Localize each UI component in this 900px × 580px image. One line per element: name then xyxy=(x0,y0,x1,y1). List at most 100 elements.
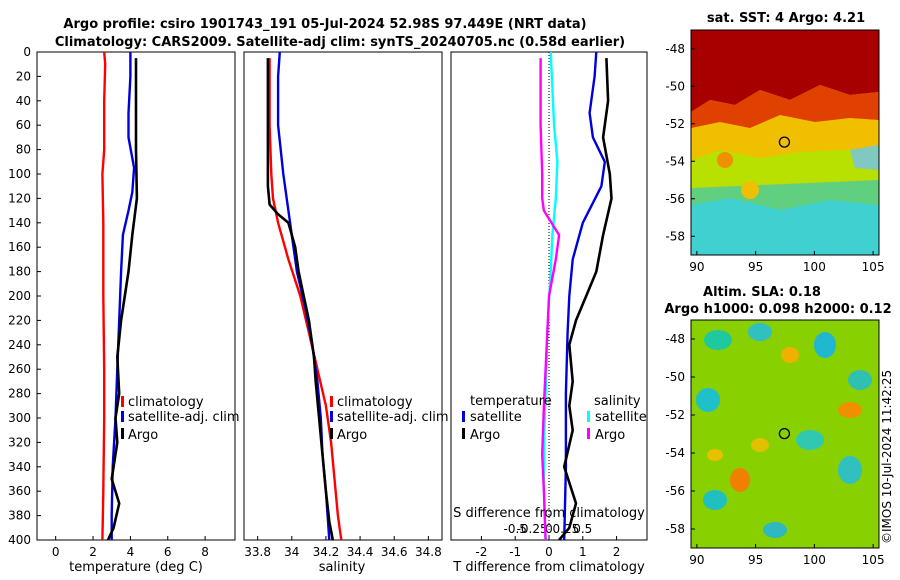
sla-low xyxy=(703,490,727,510)
depth-tick-label: 300 xyxy=(8,411,31,425)
sla-high xyxy=(751,438,769,452)
argo-location-marker xyxy=(778,136,791,148)
depth-tick-label: 120 xyxy=(8,191,31,205)
map-x-tick-label: 90 xyxy=(689,260,704,274)
x-tick-label: 34.6 xyxy=(381,545,408,559)
legend-argo: Argo xyxy=(337,428,367,443)
depth-tick-label: 60 xyxy=(16,118,31,132)
sla-low xyxy=(838,456,862,484)
map-x-tick-label: 90 xyxy=(689,553,704,567)
map-x-tick-label: 95 xyxy=(748,553,763,567)
sla-map-axes: 90 95 100 105 -48 -50 -52 -54 -56 -58 xyxy=(665,332,884,567)
sla-low xyxy=(848,370,872,390)
sla-low xyxy=(704,330,732,350)
sst-warm-eddy xyxy=(741,181,759,199)
s-difference-tick-label: 0.5 xyxy=(573,522,592,536)
map-x-tick-label: 105 xyxy=(862,553,885,567)
title-line-2: Climatology: CARS2009. Satellite-adj cli… xyxy=(55,35,625,50)
depth-tick-label: 360 xyxy=(8,484,31,498)
depth-tick-label: 280 xyxy=(8,387,31,401)
sla-low xyxy=(796,430,824,450)
depth-tick-label: 260 xyxy=(8,362,31,376)
series-line-argo xyxy=(106,58,139,541)
salinity-panel: 33.8 34 34.2 34.4 34.6 34.8 salinity climatol… xyxy=(243,51,449,575)
map-y-tick-label: -50 xyxy=(665,370,685,384)
legend-s-satellite: satellite xyxy=(595,410,647,425)
sst-band-cyan xyxy=(691,198,879,255)
x-tick-label: 34.4 xyxy=(347,545,374,559)
sst-band-darkred xyxy=(691,30,879,112)
legend-climatology: climatology xyxy=(337,395,413,410)
difference-lines xyxy=(539,51,613,541)
legend-swatch-t-satellite xyxy=(462,411,465,422)
x-tick-label: 2 xyxy=(89,545,97,559)
sla-low xyxy=(814,332,836,358)
depth-tick-label: 380 xyxy=(8,509,31,523)
sla-high xyxy=(838,402,862,418)
sst-warm-eddy xyxy=(717,152,733,168)
salinity-lines xyxy=(266,51,343,541)
salinity-difference-axis: -0.5-0.250 0.250.5 xyxy=(503,522,592,536)
sst-map: 90 95 100 105 -48 -50 -52 -54 -56 -58 xyxy=(665,29,885,274)
x-tick-label: -1 xyxy=(509,545,521,559)
series-line-satellite-adj-clim xyxy=(110,52,136,540)
map-y-tick-label: -54 xyxy=(665,446,685,460)
sst-map-axes: 90 95 100 105 -48 -50 -52 -54 -56 -58 xyxy=(665,42,884,274)
map-y-tick-label: -52 xyxy=(665,408,685,422)
map-y-tick-label: -58 xyxy=(665,229,685,243)
legend-argo: Argo xyxy=(128,428,158,443)
map-x-tick-label: 100 xyxy=(803,553,826,567)
depth-tick-label: 160 xyxy=(8,240,31,254)
depth-tick-label: 140 xyxy=(8,216,31,230)
salinity-x-axis: 33.8 34 34.2 34.4 34.6 34.8 xyxy=(244,536,442,559)
legend-swatch-climatology xyxy=(121,396,124,407)
difference-panel: -2 -1 0 1 2 -0.5-0.250 0.250.5 T difference f… xyxy=(450,51,648,575)
salinity-legend: climatology satellite-adj. clim Argo xyxy=(330,395,449,443)
watermark: ©IMOS 10-Jul-2024 11:42:25 xyxy=(880,370,894,544)
sst-map-title: sat. SST: 4 Argo: 4.21 xyxy=(707,11,865,26)
legend-swatch-s-argo xyxy=(587,428,590,439)
sla-high xyxy=(730,468,750,492)
sst-band-orange xyxy=(691,85,879,128)
temperature-panel: 0204060801001201401601802002202402602803… xyxy=(8,45,240,575)
map-y-tick-label: -54 xyxy=(665,154,685,168)
x-tick-label: 6 xyxy=(164,545,172,559)
series-line-t-argo xyxy=(558,58,613,541)
sla-map: 90 95 100 105 -48 -50 -52 -54 -56 -58 xyxy=(665,319,885,567)
s-difference-tick-label: -0.25 xyxy=(517,522,548,536)
series-line-climatology xyxy=(268,58,343,541)
sla-low xyxy=(748,323,772,341)
depth-tick-label: 80 xyxy=(16,143,31,157)
legend-t-argo: Argo xyxy=(470,428,500,443)
x-tick-label: 2 xyxy=(613,545,621,559)
sla-heatmap xyxy=(691,320,879,548)
legend-s-argo: Argo xyxy=(595,428,625,443)
map-x-tick-label: 95 xyxy=(748,260,763,274)
depth-tick-label: 200 xyxy=(8,289,31,303)
legend-swatch-t-argo xyxy=(462,428,465,439)
legend-satellite: satellite-adj. clim xyxy=(337,410,449,425)
legend-satellite: satellite-adj. clim xyxy=(128,410,240,425)
x-tick-label: 4 xyxy=(127,545,135,559)
temperature-x-axis: 0 2 4 6 8 xyxy=(52,536,209,559)
legend-t-satellite: satellite xyxy=(470,410,522,425)
depth-tick-label: 340 xyxy=(8,460,31,474)
series-line-argo xyxy=(266,58,335,541)
sla-low xyxy=(763,522,787,538)
sla-map-title-1: Altim. SLA: 0.18 xyxy=(703,285,821,300)
salinity-axes xyxy=(243,51,443,541)
depth-tick-label: 20 xyxy=(16,69,31,83)
depth-axis: 0 20 40 60 80 100 120 140 160 180 200 220 240 260 280 3… xyxy=(8,45,41,547)
s-difference-tick-label: -0.5 xyxy=(503,522,526,536)
s-difference-tick-label: 0 xyxy=(545,522,553,536)
map-y-tick-label: -52 xyxy=(665,117,685,131)
x-tick-label: 0 xyxy=(52,545,60,559)
x-tick-label: 34.8 xyxy=(415,545,442,559)
title-line-1: Argo profile: csiro 1901743_191 05-Jul-2… xyxy=(63,17,586,32)
legend-temperature-title: temperature xyxy=(470,394,552,409)
x-tick-label: -2 xyxy=(475,545,487,559)
series-line-climatology xyxy=(101,51,107,541)
difference-xlabel: T difference from climatology xyxy=(452,560,645,575)
difference-x-axis: -2 -1 0 1 2 xyxy=(475,536,620,559)
